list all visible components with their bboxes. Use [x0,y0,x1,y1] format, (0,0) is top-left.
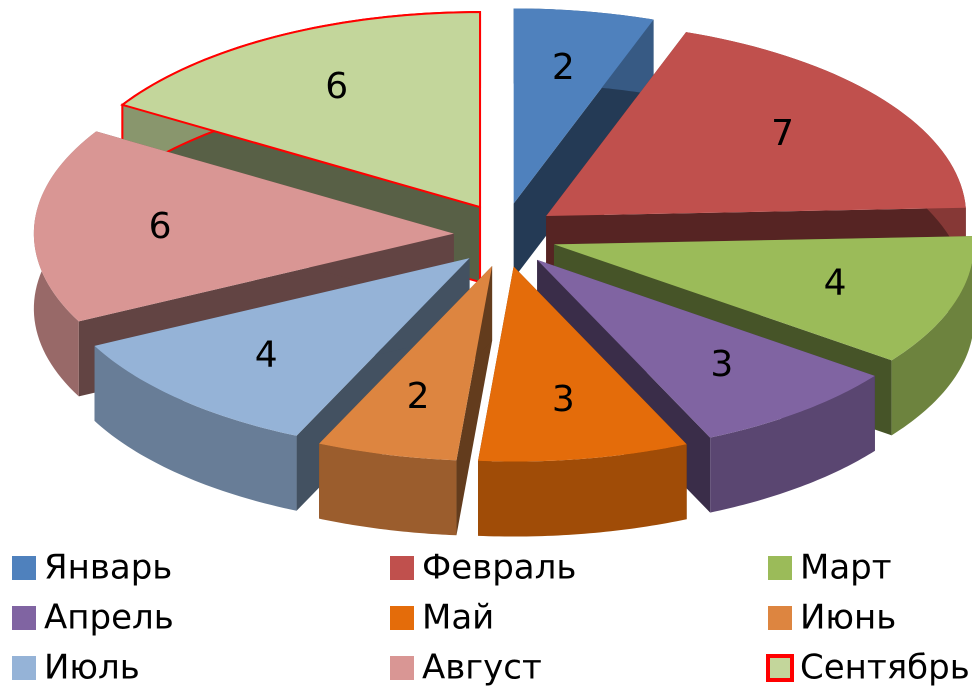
legend-label: Сентябрь [800,648,970,688]
legend-label: Июль [44,648,140,688]
slice-top [478,266,687,462]
legend-swatch [390,556,414,580]
slice-wall [94,345,297,511]
slice-wall [319,443,457,536]
legend-swatch [766,654,794,682]
slice-top [537,259,875,438]
data-label: 2 [407,376,430,417]
slice-wall [891,263,972,436]
slice-top [120,11,482,209]
slice-wall [478,444,687,537]
data-label: 6 [325,66,348,107]
legend-swatch [390,606,414,630]
slice-top [513,8,654,204]
slice: 3 [478,266,687,537]
slice: 2 [319,265,493,536]
legend-label: Март [800,548,892,588]
legend-swatch [12,556,36,580]
slice-wall [710,375,875,513]
data-label: 7 [771,113,794,154]
legend-label: Январь [44,548,172,588]
legend-swatch [12,656,36,680]
data-label: 6 [149,206,172,247]
data-label: 4 [824,262,847,303]
legend-swatch [768,556,792,580]
legend-label: Май [422,598,494,638]
data-label: 3 [710,344,733,385]
slice-top [319,265,493,461]
data-label: 4 [255,335,278,376]
legend-label: Июнь [800,598,896,638]
data-label: 2 [552,47,575,88]
legend-swatch [390,656,414,680]
legend-label: Август [422,648,542,688]
legend-label: Февраль [422,548,576,588]
slice-top [33,131,454,322]
legend-swatch [12,606,36,630]
slice-top [553,236,972,361]
slice-top [546,32,966,216]
legend-swatch [768,606,792,630]
legend-label: Апрель [44,598,174,638]
data-label: 3 [552,379,575,420]
slice-top [94,258,470,436]
